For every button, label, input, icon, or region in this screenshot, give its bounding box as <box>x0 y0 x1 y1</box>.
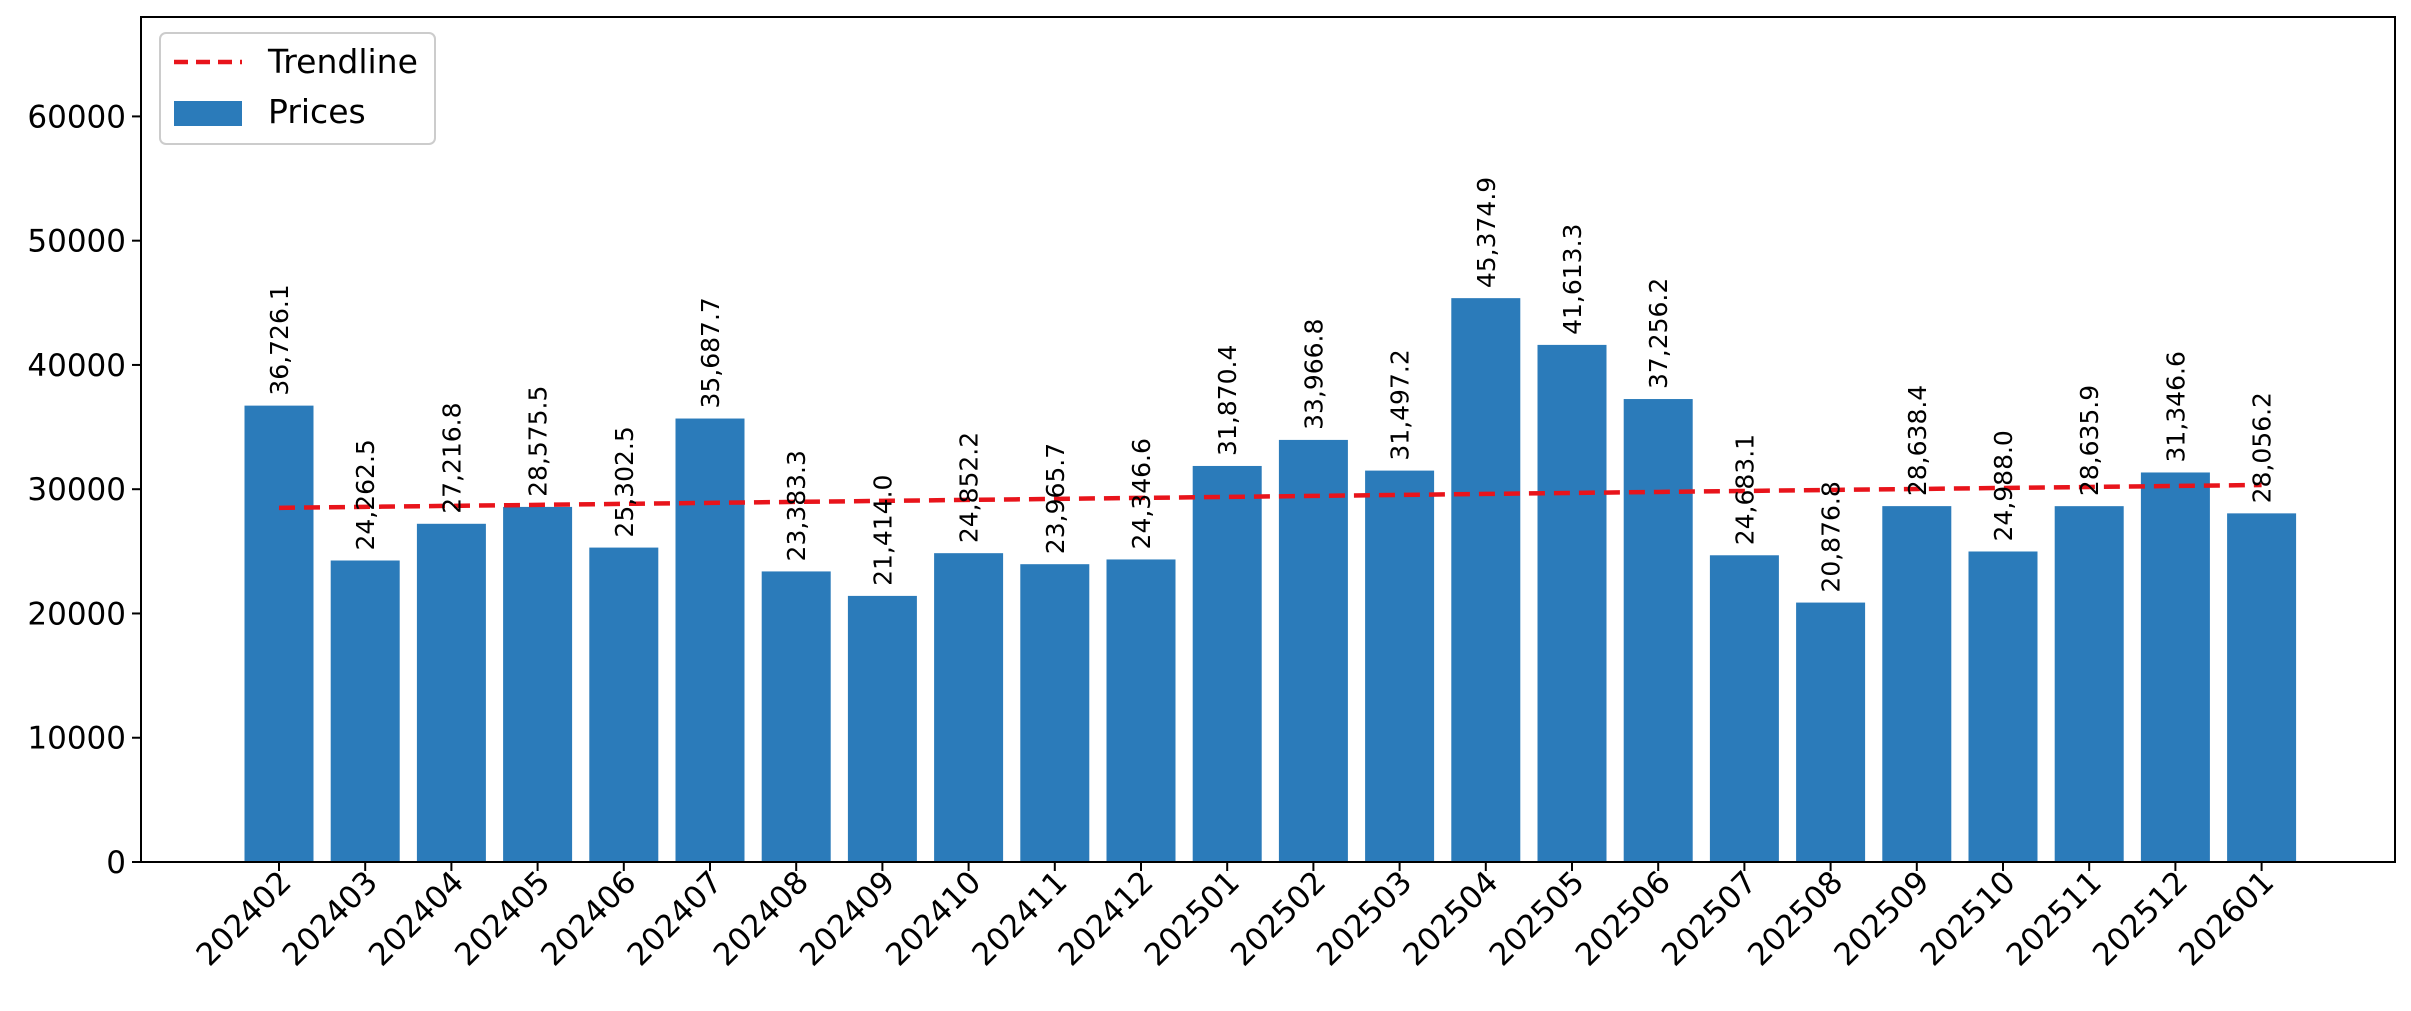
x-tick-label-202406: 202406 <box>534 864 643 973</box>
y-tick-label-60000: 60000 <box>27 99 126 135</box>
x-tick-label-202402: 202402 <box>190 864 299 973</box>
legend: Trendline Prices <box>159 32 436 145</box>
x-tick-label-202601: 202601 <box>2172 864 2281 973</box>
x-tick-label-202501: 202501 <box>1138 864 1247 973</box>
x-tick-label-202512: 202512 <box>2086 864 2195 973</box>
bar-202504 <box>1451 298 1521 862</box>
x-tick-label-202409: 202409 <box>793 864 902 973</box>
bar-202409 <box>847 595 917 862</box>
trendline <box>278 482 2262 511</box>
trendline-group <box>278 482 2262 511</box>
bar-202508 <box>1796 602 1866 862</box>
x-tick-label-202404: 202404 <box>362 864 471 973</box>
bar-202505 <box>1537 344 1607 862</box>
y-tick-label-20000: 20000 <box>27 596 126 632</box>
data-label-202404: 27,216.8 <box>437 402 466 513</box>
bar-202407 <box>675 418 745 862</box>
y-axis: 0 10000 20000 30000 40000 50000 60000 <box>27 99 141 881</box>
x-tick-label-202403: 202403 <box>276 864 385 973</box>
bar-202511 <box>2054 506 2124 862</box>
bar-202412 <box>1106 559 1176 862</box>
data-label-202406: 25,302.5 <box>610 426 639 537</box>
data-label-202510: 24,988.0 <box>1989 430 2018 541</box>
x-tick-label-202412: 202412 <box>1052 864 1161 973</box>
x-tick-label-202504: 202504 <box>1396 864 1505 973</box>
y-tick-label-0: 0 <box>106 845 126 881</box>
data-labels-group: 36,726.1 24,262.5 27,216.8 28,575.5 25,302.5… <box>265 177 2277 593</box>
data-label-202402: 36,726.1 <box>265 284 294 395</box>
legend-trendline-label: Trendline <box>267 42 418 81</box>
data-label-202505: 41,613.3 <box>1558 224 1587 335</box>
y-tick-label-30000: 30000 <box>27 472 126 508</box>
data-label-202506: 37,256.2 <box>1644 278 1673 389</box>
x-tick-label-202507: 202507 <box>1655 864 1764 973</box>
x-tick-label-202502: 202502 <box>1224 864 1333 973</box>
bars-group <box>244 298 2297 862</box>
bar-202503 <box>1365 470 1435 862</box>
x-tick-label-202511: 202511 <box>2000 864 2109 973</box>
data-label-202412: 24,346.6 <box>1127 438 1156 549</box>
x-tick-label-202503: 202503 <box>1310 864 1419 973</box>
x-tick-label-202508: 202508 <box>1741 864 1850 973</box>
data-label-202601: 28,056.2 <box>2248 392 2277 503</box>
data-label-202410: 24,852.2 <box>955 432 984 543</box>
x-tick-label-202411: 202411 <box>965 864 1074 973</box>
data-label-202502: 33,966.8 <box>1299 319 1328 430</box>
legend-prices-swatch <box>174 101 242 126</box>
bar-202510 <box>1968 551 2038 862</box>
plot-frame <box>140 16 2396 863</box>
bar-202509 <box>1882 506 1952 862</box>
data-label-202403: 24,262.5 <box>351 439 380 550</box>
x-tick-label-202505: 202505 <box>1483 864 1592 973</box>
x-tick-label-202405: 202405 <box>448 864 557 973</box>
x-tick-label-202407: 202407 <box>621 864 730 973</box>
data-label-202511: 28,635.9 <box>2075 385 2104 496</box>
bar-202405 <box>503 506 573 862</box>
data-label-202508: 20,876.8 <box>1817 481 1846 592</box>
bar-202507 <box>1709 555 1779 862</box>
data-label-202408: 23,383.3 <box>782 450 811 561</box>
bar-202406 <box>589 547 659 862</box>
bar-202403 <box>330 560 400 862</box>
bar-202404 <box>416 523 486 862</box>
bar-202402 <box>244 405 314 862</box>
x-tick-label-202510: 202510 <box>1914 864 2023 973</box>
data-label-202409: 21,414.0 <box>868 475 897 586</box>
x-axis: 2024022024032024042024052024062024072024… <box>190 862 2281 973</box>
bar-202411 <box>1020 564 1090 862</box>
x-tick-label-202408: 202408 <box>707 864 816 973</box>
bar-202408 <box>761 571 831 862</box>
bar-202512 <box>2140 472 2210 862</box>
x-tick-label-202509: 202509 <box>1827 864 1936 973</box>
y-tick-label-40000: 40000 <box>27 348 126 384</box>
data-label-202411: 23,965.7 <box>1041 443 1070 554</box>
y-tick-label-10000: 10000 <box>27 721 126 757</box>
bar-202601 <box>2227 513 2297 862</box>
x-tick-label-202506: 202506 <box>1569 864 1678 973</box>
bar-202501 <box>1192 465 1262 862</box>
data-label-202512: 31,346.6 <box>2161 351 2190 462</box>
data-label-202507: 24,683.1 <box>1730 434 1759 545</box>
legend-prices-label: Prices <box>268 92 366 131</box>
x-tick-label-202410: 202410 <box>879 864 988 973</box>
data-label-202405: 28,575.5 <box>524 386 553 497</box>
y-tick-label-50000: 50000 <box>27 224 126 260</box>
bar-202410 <box>934 553 1004 862</box>
data-label-202501: 31,870.4 <box>1213 345 1242 456</box>
data-label-202407: 35,687.7 <box>696 297 725 408</box>
bar-202506 <box>1623 399 1693 862</box>
data-label-202504: 45,374.9 <box>1472 177 1501 288</box>
bar-202502 <box>1278 439 1348 862</box>
data-label-202509: 28,638.4 <box>1903 385 1932 496</box>
data-label-202503: 31,497.2 <box>1386 349 1415 460</box>
